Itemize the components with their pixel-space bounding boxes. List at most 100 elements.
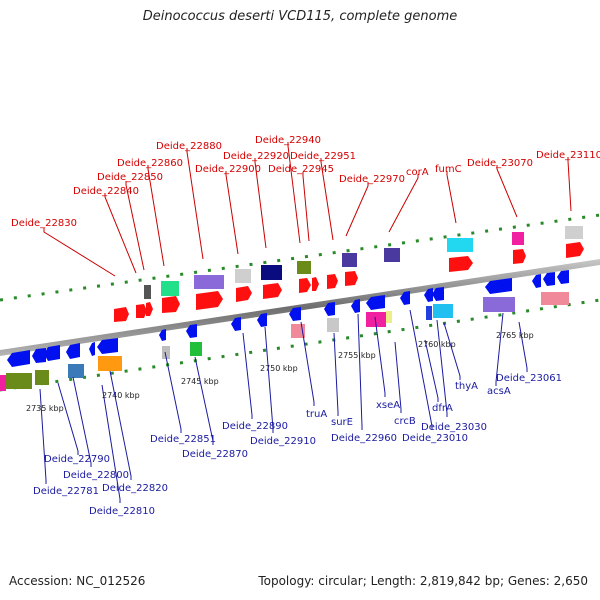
gene-label[interactable]: acsA	[487, 386, 511, 397]
gene-label[interactable]: truA	[306, 409, 327, 420]
gene-label[interactable]: Deide_23061	[496, 373, 562, 384]
gene-label[interactable]: Deide_22781	[33, 486, 99, 497]
reverse-genes[interactable]	[0, 270, 569, 391]
gene-label[interactable]: Deide_22890	[222, 421, 288, 432]
gene-block[interactable]	[566, 242, 584, 258]
gene-block[interactable]	[146, 302, 153, 316]
gene-block[interactable]	[424, 288, 433, 302]
gene-label[interactable]: Deide_23110	[536, 150, 600, 161]
feature-block[interactable]	[512, 232, 524, 245]
gene-label[interactable]: Deide_22840	[73, 186, 139, 197]
feature-block[interactable]	[327, 318, 339, 332]
gene-label[interactable]: Deide_22830	[11, 218, 77, 229]
gene-label[interactable]: xseA	[376, 400, 400, 411]
gene-block[interactable]	[186, 324, 197, 338]
gene-block[interactable]	[351, 299, 360, 313]
gene-label[interactable]: Deide_23070	[467, 158, 533, 169]
gene-block[interactable]	[114, 307, 129, 322]
gene-block[interactable]	[263, 283, 282, 299]
gene-block[interactable]	[89, 342, 95, 356]
feature-block[interactable]	[68, 364, 84, 378]
gene-block[interactable]	[366, 295, 385, 310]
gene-block[interactable]	[236, 286, 252, 302]
gene-block[interactable]	[485, 278, 512, 294]
gene-block[interactable]	[449, 256, 473, 272]
feature-block[interactable]	[366, 312, 386, 327]
gene-block[interactable]	[162, 296, 180, 313]
gene-block[interactable]	[532, 274, 541, 288]
feature-block[interactable]	[161, 281, 179, 296]
feature-block[interactable]	[190, 342, 202, 356]
gene-label[interactable]: fumC	[435, 164, 462, 175]
gene-block[interactable]	[543, 272, 555, 286]
gene-label[interactable]: Deide_23030	[421, 422, 487, 433]
gene-block[interactable]	[324, 302, 335, 316]
tick-label: 2755 kbp	[338, 351, 376, 360]
length-value: 2,819,842 bp	[419, 574, 500, 588]
gene-block[interactable]	[312, 277, 319, 291]
gene-block[interactable]	[44, 345, 60, 361]
gene-label[interactable]: Deide_22860	[117, 158, 183, 169]
gene-block[interactable]	[327, 274, 338, 289]
gene-label[interactable]: Deide_22800	[63, 470, 129, 481]
gene-label[interactable]: Deide_22820	[102, 483, 168, 494]
gene-block[interactable]	[136, 304, 147, 318]
gene-label[interactable]: surE	[331, 417, 353, 428]
feature-block[interactable]	[194, 275, 224, 289]
gene-block[interactable]	[32, 348, 46, 363]
feature-block[interactable]	[162, 346, 170, 359]
feature-block[interactable]	[342, 253, 357, 267]
gene-label[interactable]: thyA	[455, 381, 478, 392]
gene-label[interactable]: Deide_22851	[150, 434, 216, 445]
feature-block[interactable]	[386, 311, 392, 323]
gene-label[interactable]: Deide_22945	[268, 164, 334, 175]
gene-block[interactable]	[400, 291, 410, 305]
feature-block[interactable]	[235, 269, 251, 283]
gene-label[interactable]: Deide_22850	[97, 172, 163, 183]
feature-block[interactable]	[426, 306, 432, 320]
gene-label[interactable]: Deide_22880	[156, 141, 222, 152]
gene-label[interactable]: Deide_23010	[402, 433, 468, 444]
gene-label[interactable]: Deide_22900	[195, 164, 261, 175]
feature-block[interactable]	[297, 261, 311, 274]
gene-block[interactable]	[231, 317, 241, 331]
gene-label[interactable]: dfrA	[432, 403, 453, 414]
forward-genes[interactable]	[114, 226, 584, 322]
feature-block[interactable]	[565, 226, 583, 239]
feature-block[interactable]	[447, 238, 473, 252]
gene-block[interactable]	[345, 271, 358, 286]
feature-block[interactable]	[0, 375, 6, 391]
gene-block[interactable]	[66, 343, 80, 359]
gene-label[interactable]: Deide_22810	[89, 506, 155, 517]
gene-label[interactable]: corA	[406, 167, 429, 178]
gene-label[interactable]: Deide_22870	[182, 449, 248, 460]
gene-block[interactable]	[257, 313, 267, 327]
gene-block[interactable]	[159, 329, 166, 341]
gene-block[interactable]	[289, 307, 301, 321]
feature-block[interactable]	[261, 265, 282, 280]
gene-block[interactable]	[196, 291, 223, 310]
gene-label[interactable]: Deide_22910	[250, 436, 316, 447]
gene-block[interactable]	[7, 350, 30, 367]
feature-block[interactable]	[433, 304, 453, 318]
gene-block[interactable]	[97, 338, 118, 354]
feature-block[interactable]	[144, 285, 151, 299]
feature-block[interactable]	[98, 356, 122, 371]
feature-block[interactable]	[6, 373, 32, 389]
gene-block[interactable]	[432, 287, 444, 301]
gene-label[interactable]: crcB	[394, 416, 416, 427]
feature-block[interactable]	[384, 248, 400, 262]
gene-block[interactable]	[299, 278, 311, 293]
gene-label[interactable]: Deide_22960	[331, 433, 397, 444]
gene-block[interactable]	[557, 270, 569, 284]
gene-label[interactable]: Deide_22970	[339, 174, 405, 185]
gene-label[interactable]: Deide_22920	[223, 151, 289, 162]
gene-label[interactable]: Deide_22790	[44, 454, 110, 465]
gene-block[interactable]	[513, 249, 526, 264]
feature-block[interactable]	[483, 297, 515, 312]
feature-block[interactable]	[541, 292, 569, 305]
feature-block[interactable]	[35, 370, 49, 385]
gene-label[interactable]: Deide_22940	[255, 135, 321, 146]
gene-label[interactable]: Deide_22951	[290, 151, 356, 162]
